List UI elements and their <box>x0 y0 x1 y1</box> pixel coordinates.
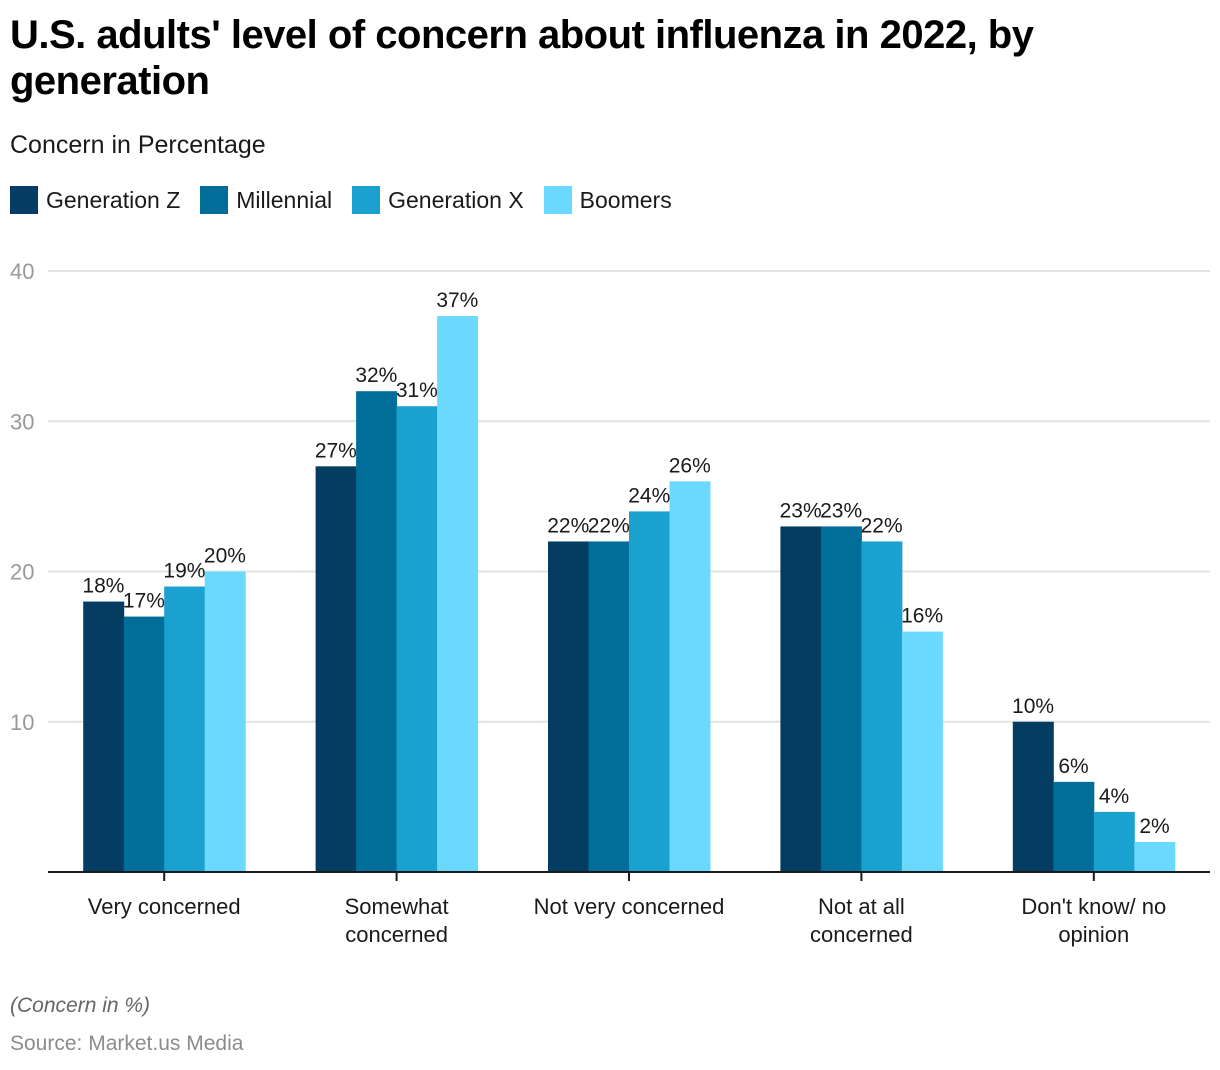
y-tick-label: 10 <box>10 710 34 735</box>
x-tick-label-line: Very concerned <box>88 894 241 919</box>
legend-swatch <box>352 186 381 214</box>
bar <box>861 541 903 872</box>
x-tick-label-line: Don't know/ no <box>1021 894 1166 919</box>
x-tick-label: Don't know/ no opinion <box>1021 894 1166 947</box>
legend-label: Millennial <box>236 186 333 213</box>
data-label: 4% <box>1099 785 1129 808</box>
x-tick-label: Somewhat concerned <box>345 894 449 947</box>
data-label: 32% <box>355 364 397 387</box>
bar <box>396 406 438 872</box>
data-label: 37% <box>436 289 478 312</box>
chart-subtitle: Concern in Percentage <box>10 131 266 159</box>
data-label: 26% <box>669 454 711 477</box>
y-tick-label: 30 <box>10 409 34 434</box>
bar <box>588 541 630 872</box>
data-label: 23% <box>820 499 862 522</box>
x-tick-label: Not at all concerned <box>810 894 913 947</box>
legend-label: Generation Z <box>46 186 181 213</box>
bar <box>629 511 670 872</box>
bar <box>1012 721 1054 872</box>
bar <box>204 571 246 872</box>
chart-title: U.S. adults' level of concern about infl… <box>10 13 1034 103</box>
data-label: 22% <box>547 514 589 537</box>
x-tick-label-line: Not very concerned <box>534 894 725 919</box>
data-label: 16% <box>901 605 943 628</box>
data-label: 31% <box>396 379 438 402</box>
bar <box>83 601 125 872</box>
data-label: 22% <box>861 514 903 537</box>
x-tick-label: Very concerned <box>88 894 241 919</box>
y-tick-label: 20 <box>10 560 34 585</box>
bar <box>1053 781 1095 872</box>
x-tick-label-line: Somewhat <box>345 894 449 919</box>
legend: Generation Z Millennial Generation X Boo… <box>10 186 692 214</box>
bar <box>123 616 165 872</box>
x-tick-label: Not very concerned <box>534 894 725 919</box>
bar <box>820 526 862 872</box>
legend-label: Boomers <box>579 186 672 213</box>
bar <box>437 316 479 872</box>
data-label: 19% <box>163 560 205 583</box>
legend-item-generation-x[interactable]: Generation X <box>352 186 524 214</box>
data-label: 2% <box>1139 815 1169 838</box>
footer-note: (Concern in %) <box>10 994 151 1017</box>
legend-label: Generation X <box>388 186 524 213</box>
data-label: 24% <box>628 484 670 507</box>
data-label: 20% <box>204 545 246 568</box>
data-label: 27% <box>315 439 357 462</box>
bar <box>164 586 206 872</box>
bar <box>548 541 589 872</box>
legend-swatch <box>543 186 572 214</box>
data-label: 23% <box>780 499 822 522</box>
legend-swatch <box>10 186 38 214</box>
data-label: 22% <box>588 514 630 537</box>
data-label: 17% <box>123 590 165 613</box>
legend-item-millennial[interactable]: Millennial <box>200 186 332 214</box>
x-tick-label-line: concerned <box>810 922 913 947</box>
legend-item-boomers[interactable]: Boomers <box>543 186 672 214</box>
y-tick-label: 40 <box>10 259 34 284</box>
bar <box>1134 841 1176 872</box>
data-label: 10% <box>1012 695 1054 718</box>
data-label: 18% <box>82 575 124 598</box>
x-tick-label-line: Not at all <box>818 894 905 919</box>
x-tick-label-line: opinion <box>1058 922 1129 947</box>
bar <box>315 466 357 872</box>
bar <box>1093 811 1135 872</box>
data-label: 6% <box>1058 755 1088 778</box>
bar <box>356 391 398 872</box>
footer-source: Source: Market.us Media <box>10 1032 244 1055</box>
legend-swatch <box>200 186 229 214</box>
legend-item-generation-z[interactable]: Generation Z <box>10 186 180 214</box>
bar <box>780 526 822 872</box>
bar <box>669 481 711 872</box>
bar <box>901 631 943 872</box>
x-tick-label-line: concerned <box>345 922 448 947</box>
